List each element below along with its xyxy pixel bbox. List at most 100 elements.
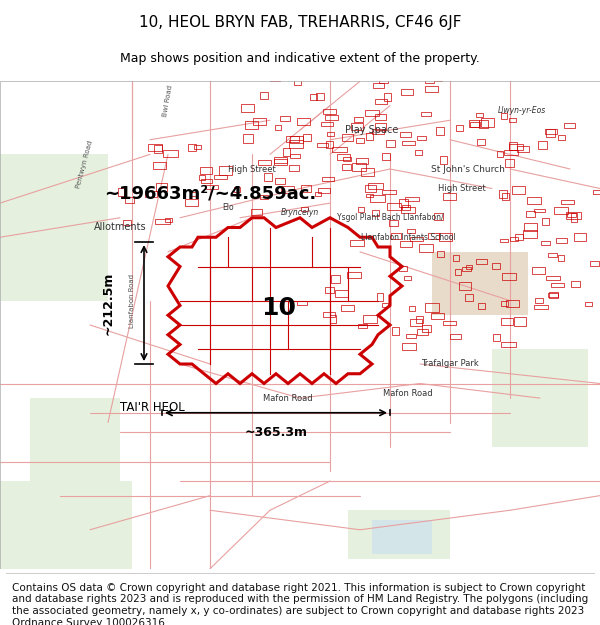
Bar	[505, 150, 518, 155]
Bar	[406, 334, 416, 338]
Bar	[358, 207, 364, 212]
Bar	[365, 110, 379, 116]
Bar	[401, 89, 413, 95]
Bar	[295, 78, 301, 85]
Bar	[410, 319, 422, 326]
Polygon shape	[30, 398, 120, 481]
Bar	[354, 117, 364, 122]
Bar	[362, 314, 377, 323]
Bar	[509, 142, 517, 150]
Bar	[145, 191, 157, 197]
Bar	[574, 232, 586, 241]
Text: Mafon Road: Mafon Road	[263, 394, 313, 402]
Bar	[425, 304, 439, 312]
Bar	[422, 325, 431, 332]
Bar	[401, 208, 415, 212]
Bar	[155, 183, 167, 191]
Bar	[558, 134, 565, 140]
Bar	[271, 74, 280, 81]
Bar	[125, 197, 134, 202]
Bar	[514, 318, 526, 326]
Bar	[214, 174, 227, 179]
Text: Llanfabon Road: Llanfabon Road	[129, 274, 135, 328]
Bar	[548, 253, 557, 257]
Bar	[478, 139, 485, 145]
Bar	[372, 129, 383, 134]
Bar	[542, 217, 548, 224]
Bar	[417, 329, 428, 336]
Bar	[200, 179, 212, 182]
Bar	[561, 201, 574, 204]
Text: Llanfabon Infants School: Llanfabon Infants School	[361, 232, 455, 242]
Text: Allotments: Allotments	[94, 222, 146, 232]
Bar	[455, 269, 461, 275]
Text: Elo: Elo	[222, 204, 234, 212]
Bar	[402, 141, 415, 145]
Bar	[535, 298, 543, 303]
Bar	[296, 301, 307, 306]
Bar	[301, 185, 311, 192]
Bar	[296, 118, 310, 126]
Bar	[316, 93, 324, 100]
Bar	[497, 151, 503, 157]
Bar	[400, 199, 408, 207]
Polygon shape	[0, 154, 108, 301]
Text: Bwl Road: Bwl Road	[162, 84, 174, 117]
Text: Mafon Road: Mafon Road	[383, 389, 433, 398]
Bar	[538, 141, 547, 149]
Bar	[478, 304, 485, 309]
Bar	[335, 290, 347, 297]
Bar	[501, 318, 513, 324]
Bar	[500, 239, 508, 242]
Bar	[200, 167, 212, 174]
Bar	[165, 218, 172, 222]
Bar	[470, 122, 480, 127]
Bar	[323, 109, 336, 114]
Text: Contains OS data © Crown copyright and database right 2021. This information is : Contains OS data © Crown copyright and d…	[12, 582, 588, 625]
Bar	[319, 188, 330, 192]
Bar	[546, 276, 560, 281]
Bar	[304, 134, 311, 141]
Bar	[314, 192, 321, 196]
Bar	[322, 177, 334, 181]
Bar	[347, 272, 361, 278]
Bar	[326, 141, 333, 148]
Bar	[365, 132, 373, 140]
Bar	[368, 183, 383, 189]
Bar	[512, 186, 525, 194]
Bar	[350, 122, 363, 130]
Bar	[343, 158, 351, 161]
Bar	[417, 136, 426, 140]
Bar	[245, 121, 258, 129]
Bar	[456, 126, 463, 131]
Bar	[509, 144, 523, 150]
Bar	[290, 154, 300, 158]
Bar	[185, 199, 197, 206]
Bar	[258, 161, 271, 165]
Bar	[386, 203, 401, 210]
Bar	[476, 259, 487, 264]
Bar	[289, 140, 304, 148]
Bar	[325, 115, 338, 120]
Bar	[404, 276, 411, 280]
Bar	[281, 186, 295, 193]
Bar	[382, 190, 395, 194]
Bar	[499, 190, 507, 198]
Bar	[502, 193, 509, 200]
Bar	[506, 300, 519, 308]
Bar	[382, 302, 388, 307]
Bar	[526, 211, 535, 217]
Bar	[554, 207, 568, 214]
Bar	[402, 205, 410, 210]
Bar	[548, 293, 559, 298]
Bar	[386, 140, 395, 147]
Bar	[523, 231, 538, 238]
Bar	[391, 233, 401, 239]
Bar	[571, 281, 580, 287]
Bar	[379, 76, 388, 83]
Bar	[337, 154, 350, 160]
Bar	[443, 193, 455, 200]
Text: Map shows position and indicative extent of the property.: Map shows position and indicative extent…	[120, 52, 480, 65]
Bar	[466, 266, 472, 269]
Bar	[375, 114, 386, 120]
